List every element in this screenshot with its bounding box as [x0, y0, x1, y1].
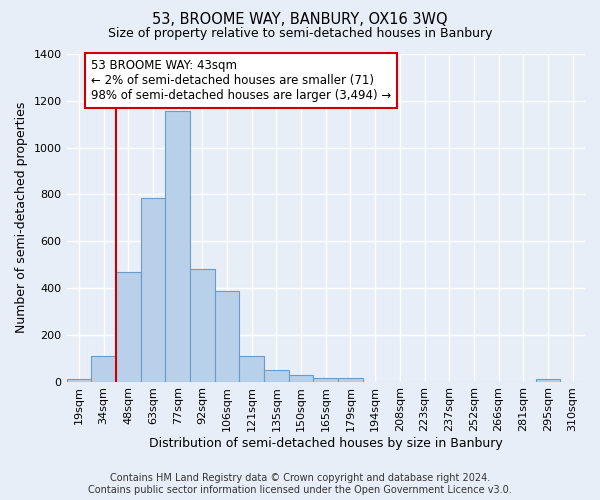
Bar — [215, 292, 239, 382]
Bar — [313, 378, 338, 382]
Bar — [338, 378, 363, 382]
Text: 53, BROOME WAY, BANBURY, OX16 3WQ: 53, BROOME WAY, BANBURY, OX16 3WQ — [152, 12, 448, 28]
Bar — [239, 356, 264, 382]
Bar — [140, 198, 165, 382]
Text: Size of property relative to semi-detached houses in Banbury: Size of property relative to semi-detach… — [108, 28, 492, 40]
Bar — [116, 272, 140, 382]
X-axis label: Distribution of semi-detached houses by size in Banbury: Distribution of semi-detached houses by … — [149, 437, 503, 450]
Text: 53 BROOME WAY: 43sqm
← 2% of semi-detached houses are smaller (71)
98% of semi-d: 53 BROOME WAY: 43sqm ← 2% of semi-detach… — [91, 58, 391, 102]
Bar — [67, 379, 91, 382]
Bar — [289, 375, 313, 382]
Bar — [536, 379, 560, 382]
Bar — [91, 356, 116, 382]
Bar — [190, 270, 215, 382]
Bar — [264, 370, 289, 382]
Y-axis label: Number of semi-detached properties: Number of semi-detached properties — [15, 102, 28, 334]
Bar — [165, 112, 190, 382]
Text: Contains HM Land Registry data © Crown copyright and database right 2024.
Contai: Contains HM Land Registry data © Crown c… — [88, 474, 512, 495]
